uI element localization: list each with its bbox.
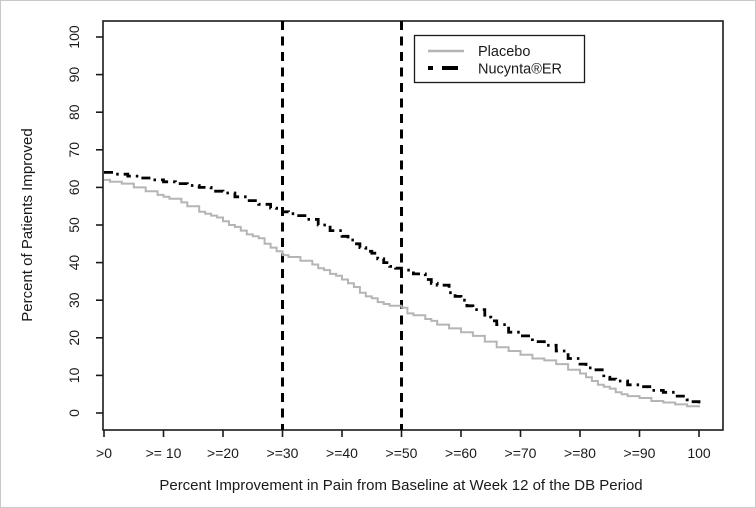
y-tick-label-50: 50 xyxy=(66,217,82,233)
x-tick-label-90: >=90 xyxy=(624,445,656,461)
y-tick-label-10: 10 xyxy=(66,367,82,383)
series-line-placebo xyxy=(104,178,700,408)
x-axis: >0 >= 10 >=20 >=30 >=40 >=50 >=60 >=70 >=80 >=90 1… xyxy=(96,430,711,461)
x-axis-title: Percent Improvement in Pain from Baselin… xyxy=(159,477,642,494)
x-tick-label-100: 100 xyxy=(687,445,711,461)
x-tick-label-0: >0 xyxy=(96,445,112,461)
legend-label-placebo: Placebo xyxy=(478,44,530,60)
x-tick-label-50: >=50 xyxy=(386,445,418,461)
y-tick-label-90: 90 xyxy=(66,67,82,83)
plot-border xyxy=(102,20,724,431)
y-tick-label-100: 100 xyxy=(66,25,82,49)
legend-label-nucynta: Nucynta®ER xyxy=(478,62,562,78)
x-tick-label-60: >=60 xyxy=(445,445,477,461)
y-tick-label-80: 80 xyxy=(66,104,82,120)
y-tick-label-70: 70 xyxy=(66,142,82,158)
x-tick-label-20: >=20 xyxy=(207,445,239,461)
y-tick-label-40: 40 xyxy=(66,255,82,271)
x-tick-label-40: >=40 xyxy=(326,445,358,461)
y-axis: 0 10 20 30 40 50 60 70 80 90 100 xyxy=(66,25,103,417)
reference-lines xyxy=(281,21,403,430)
y-tick-label-0: 0 xyxy=(66,409,82,417)
series-lines xyxy=(104,171,701,408)
y-tick-label-30: 30 xyxy=(66,292,82,308)
y-axis-title: Percent of Patients Improved xyxy=(19,128,36,321)
x-tick-label-10: >= 10 xyxy=(146,445,182,461)
y-tick-label-20: 20 xyxy=(66,330,82,346)
series-line-nucynta-er xyxy=(104,171,701,404)
legend-border xyxy=(413,34,586,84)
x-tick-label-30: >=30 xyxy=(267,445,299,461)
legend: Placebo Nucynta®ER xyxy=(413,34,586,84)
x-tick-label-80: >=80 xyxy=(564,445,596,461)
y-tick-label-60: 60 xyxy=(66,179,82,195)
x-tick-label-70: >=70 xyxy=(505,445,537,461)
